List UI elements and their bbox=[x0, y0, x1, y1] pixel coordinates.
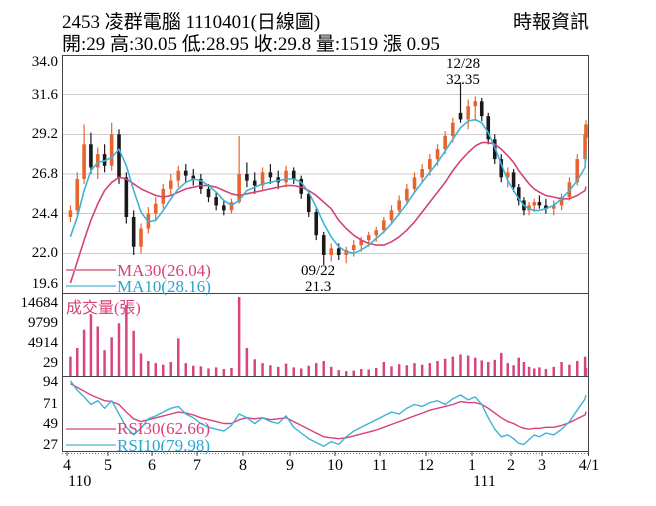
month-label: 11 bbox=[372, 457, 388, 474]
month-label: 4/1 bbox=[578, 457, 600, 474]
price-axis-label: 24.4 bbox=[31, 205, 58, 222]
volume-axis-label: 9799 bbox=[28, 315, 58, 331]
price-axis-label: 31.6 bbox=[31, 86, 58, 103]
ma30-legend-line bbox=[66, 269, 116, 271]
ma10-legend-line bbox=[66, 285, 116, 287]
rsi-axis-label: 94 bbox=[43, 373, 58, 390]
month-label: 7 bbox=[193, 457, 202, 474]
quote-summary: 開:29 高:30.05 低:28.95 收:29.8 量:1519 漲 0.9… bbox=[62, 34, 440, 55]
month-label: 8 bbox=[238, 457, 247, 474]
rsi-axis-label: 71 bbox=[43, 395, 58, 412]
price-axis-label: 26.8 bbox=[31, 166, 58, 182]
page-title: 2453 凌群電腦 1110401(日線圖) bbox=[62, 12, 321, 33]
peak-annotation: 12/28 32.35 bbox=[429, 56, 497, 88]
month-label: 12 bbox=[417, 457, 434, 474]
volume-axis-label: 4914 bbox=[28, 335, 58, 351]
month-label: 6 bbox=[148, 457, 156, 474]
trough-annotation: 09/22 21.3 bbox=[284, 263, 352, 295]
rsi10-legend-label: RSI10(79.98) bbox=[117, 436, 211, 455]
ma30-legend-label: MA30(26.04) bbox=[117, 261, 211, 280]
price-axis-label: 22.0 bbox=[31, 245, 58, 262]
price-axis-label: 19.6 bbox=[31, 276, 58, 292]
price-axis-label: 34.0 bbox=[31, 54, 58, 70]
rsi10-legend-line bbox=[66, 444, 116, 446]
year-label: 111 bbox=[473, 473, 496, 490]
peak-annotation-price: 32.35 bbox=[446, 72, 480, 88]
peak-annotation-date: 12/28 bbox=[445, 56, 481, 72]
chart-plot bbox=[62, 55, 589, 456]
trough-annotation-price: 21.3 bbox=[304, 279, 332, 295]
month-label: 5 bbox=[104, 457, 112, 474]
month-label: 4 bbox=[63, 457, 71, 474]
price-axis-label: 29.2 bbox=[31, 126, 58, 143]
rsi-axis-label: 27 bbox=[43, 437, 58, 454]
volume-axis-label: 29 bbox=[43, 355, 58, 371]
volume-pane-label: 成交量(張) bbox=[66, 300, 141, 317]
ma10-legend-label: MA10(28.16) bbox=[117, 277, 211, 296]
month-label: 9 bbox=[285, 457, 294, 474]
trough-annotation-date: 09/22 bbox=[301, 263, 336, 279]
month-label: 10 bbox=[326, 457, 343, 474]
rsi-axis-label: 49 bbox=[43, 416, 58, 433]
rsi30-legend-line bbox=[66, 428, 116, 430]
year-label: 110 bbox=[68, 473, 92, 490]
month-label: 3 bbox=[537, 457, 546, 474]
month-label: 1 bbox=[468, 457, 476, 474]
rsi30-legend-label: RSI30(62.66) bbox=[117, 419, 211, 438]
month-label: 2 bbox=[507, 457, 515, 474]
volume-axis-label: 14684 bbox=[20, 295, 59, 311]
data-source-label: 時報資訊 bbox=[512, 12, 589, 33]
